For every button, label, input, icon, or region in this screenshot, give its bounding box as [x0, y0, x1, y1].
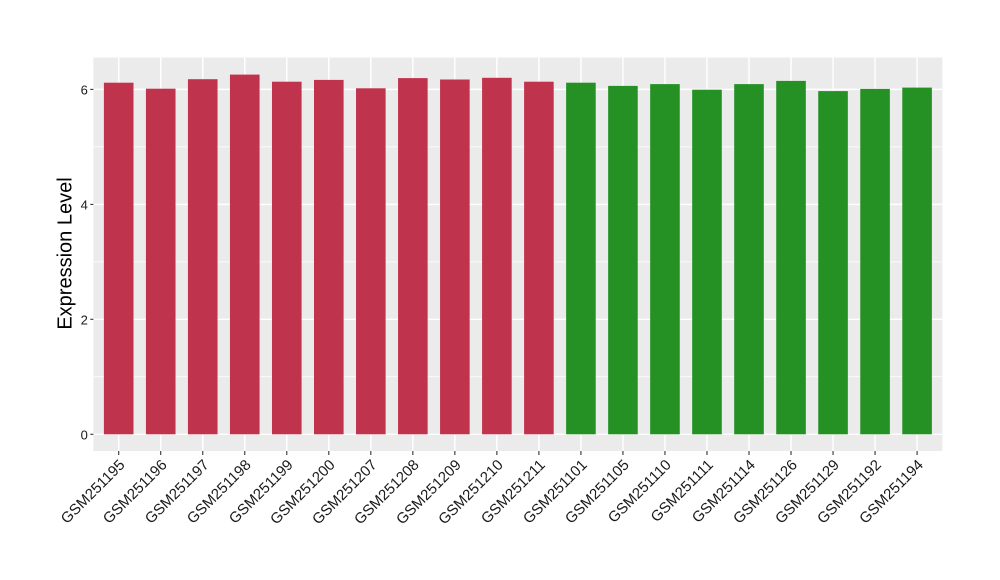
- svg-text:0: 0: [81, 427, 88, 442]
- svg-text:2: 2: [81, 312, 88, 327]
- svg-text:6: 6: [81, 83, 88, 98]
- svg-text:Expression Level: Expression Level: [55, 177, 77, 329]
- svg-text:4: 4: [81, 198, 88, 213]
